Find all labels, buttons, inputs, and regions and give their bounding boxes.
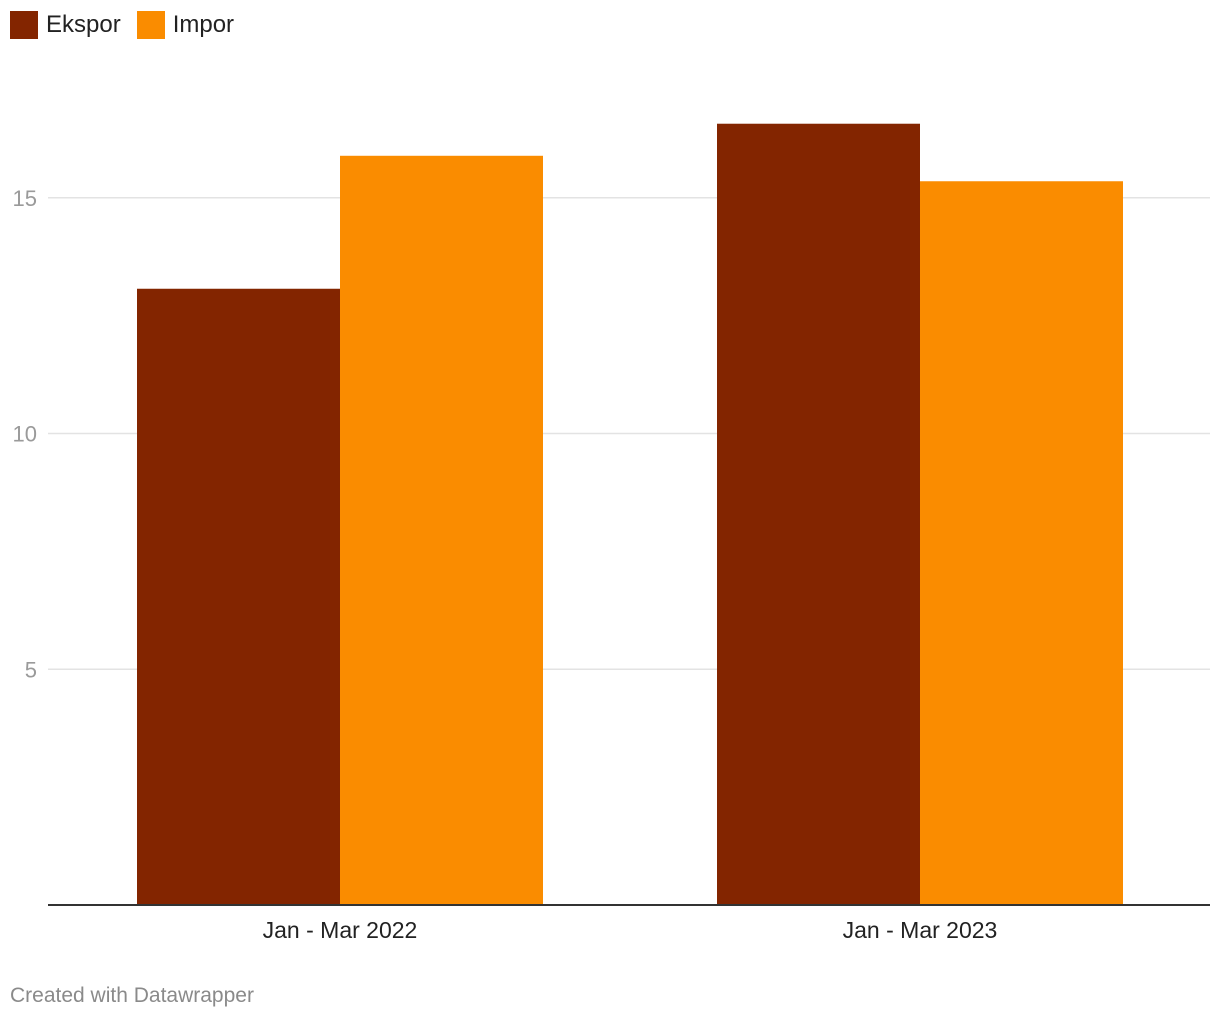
x-tick-label: Jan - Mar 2023 bbox=[843, 917, 998, 943]
x-axis-labels: Jan - Mar 2022 Jan - Mar 2023 bbox=[263, 917, 998, 943]
y-tick-label: 5 bbox=[25, 657, 37, 682]
bars bbox=[137, 123, 1123, 906]
y-axis-ticks: 5 10 15 bbox=[13, 186, 37, 683]
legend-item-impor: Impor bbox=[136, 11, 235, 39]
legend-swatch-impor bbox=[136, 11, 165, 39]
y-tick-label: 15 bbox=[13, 186, 37, 211]
legend-label-ekspor: Ekspor bbox=[46, 11, 121, 38]
legend-swatch-ekspor bbox=[10, 11, 38, 39]
y-tick-label: 10 bbox=[13, 422, 37, 447]
bar-ekspor-2 bbox=[717, 123, 920, 906]
legend: Ekspor Impor bbox=[10, 11, 234, 39]
legend-label-impor: Impor bbox=[172, 11, 235, 38]
legend-item-ekspor: Ekspor bbox=[10, 11, 121, 39]
footer-credit: Created with Datawrapper bbox=[10, 984, 254, 1007]
x-tick-label: Jan - Mar 2022 bbox=[263, 917, 418, 943]
bar-ekspor-1 bbox=[137, 288, 340, 905]
bar-impor-2 bbox=[920, 181, 1123, 905]
bar-impor-1 bbox=[340, 155, 543, 905]
